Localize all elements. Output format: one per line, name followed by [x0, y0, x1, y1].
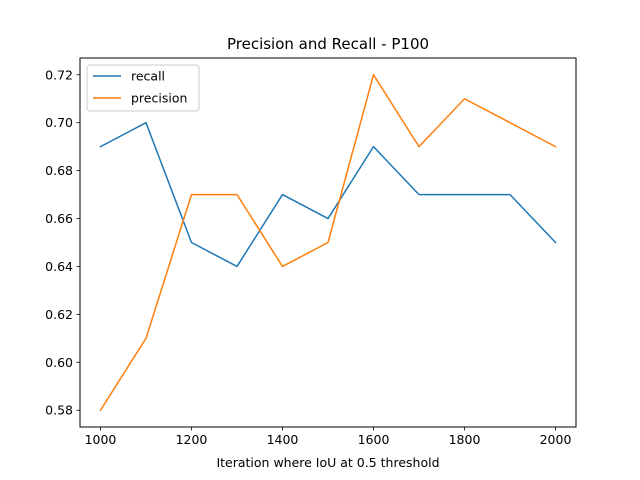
x-axis: 1000 1200 1400 1600 1800 2000 — [85, 427, 572, 447]
x-tick-label: 1000 — [85, 432, 117, 447]
plot-frame — [79, 57, 577, 428]
series-lines — [99, 74, 557, 412]
chart-title: Precision and Recall - P100 — [227, 35, 429, 53]
plot-area — [79, 57, 577, 428]
series-line-recall — [99, 121, 557, 268]
y-tick-label: 0.62 — [45, 307, 73, 322]
y-tick-label: 0.68 — [45, 163, 73, 178]
x-tick-label: 1200 — [176, 432, 208, 447]
legend-label-precision: precision — [131, 91, 187, 106]
y-tick-label: 0.70 — [45, 115, 73, 130]
x-tick-label: 1400 — [267, 432, 299, 447]
y-tick-label: 0.60 — [45, 355, 73, 370]
x-tick-label: 1800 — [449, 432, 481, 447]
x-tick-label: 2000 — [540, 432, 572, 447]
x-tick-label: 1600 — [358, 432, 390, 447]
y-tick-label: 0.58 — [45, 403, 73, 418]
y-axis: 0.58 0.60 0.62 0.64 0.66 0.68 0.70 0.72 — [45, 67, 80, 418]
legend: recall precision — [86, 64, 200, 112]
series-line-precision — [99, 74, 557, 412]
y-tick-label: 0.72 — [45, 67, 73, 82]
y-tick-label: 0.64 — [45, 259, 73, 274]
y-tick-label: 0.66 — [45, 211, 73, 226]
legend-label-recall: recall — [131, 69, 165, 84]
x-axis-label: Iteration where IoU at 0.5 threshold — [216, 455, 439, 470]
